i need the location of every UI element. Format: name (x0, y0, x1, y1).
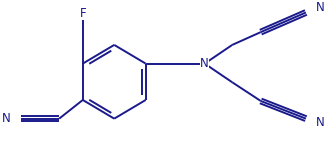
Text: N: N (200, 57, 209, 70)
Text: F: F (79, 7, 86, 20)
Text: N: N (316, 1, 324, 14)
Text: N: N (2, 112, 11, 125)
Text: N: N (316, 116, 324, 129)
